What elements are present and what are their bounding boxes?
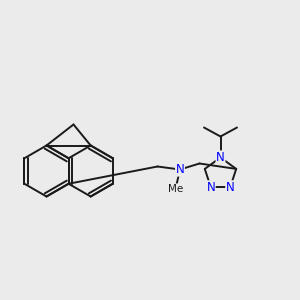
- Text: Me: Me: [168, 184, 183, 194]
- Text: N: N: [176, 163, 184, 176]
- Text: N: N: [226, 181, 235, 194]
- Text: N: N: [206, 181, 215, 194]
- Text: N: N: [216, 151, 225, 164]
